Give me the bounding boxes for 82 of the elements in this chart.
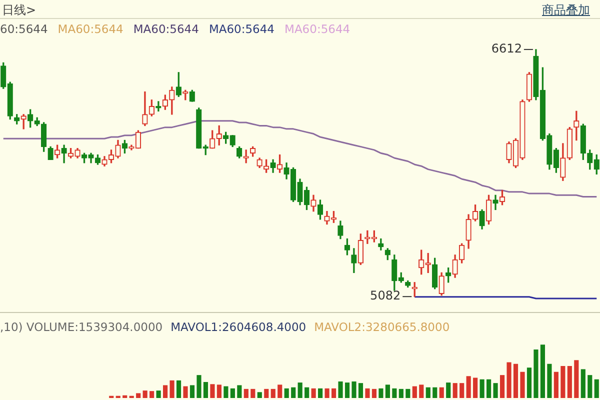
bar [385, 384, 390, 398]
bar [372, 388, 377, 398]
bar [196, 375, 202, 398]
bar [122, 395, 128, 398]
bar [480, 379, 484, 398]
bar [432, 387, 438, 398]
bar [419, 384, 424, 398]
bar [594, 379, 599, 398]
bar [560, 366, 566, 398]
text: ,10) VOLUME:1539304.0000 [0, 320, 163, 334]
bar [183, 386, 188, 398]
bar [264, 388, 269, 398]
bar [230, 388, 235, 398]
text: MAVOL2:3280665.8000 [314, 320, 450, 334]
bar [150, 391, 154, 398]
bar [304, 387, 310, 398]
bar [358, 383, 364, 398]
bar [406, 388, 410, 398]
bar [284, 388, 289, 398]
bar [513, 364, 518, 398]
bar [588, 375, 592, 398]
bar [142, 390, 148, 398]
text: 商品叠加 [542, 2, 590, 19]
bar [311, 388, 316, 398]
bar [547, 364, 552, 398]
bar [170, 380, 174, 398]
bar [426, 387, 430, 398]
text: 60:5644 [0, 22, 48, 36]
bar [244, 388, 248, 398]
bar [534, 349, 538, 398]
bar [318, 388, 323, 398]
bar [216, 384, 222, 398]
bar [257, 392, 262, 398]
bar [392, 388, 397, 398]
bar [439, 387, 444, 398]
bar [473, 378, 478, 398]
bar [270, 388, 276, 398]
bar [298, 382, 302, 398]
text: MA60:5644 [284, 22, 350, 36]
bar [224, 386, 228, 398]
bar [136, 393, 141, 398]
bar [331, 388, 336, 398]
bar [446, 382, 451, 398]
text: MAVOL1:2604608.4000 [170, 320, 306, 334]
bar [466, 376, 471, 398]
text: MA60:5644 [208, 22, 275, 36]
bar [500, 375, 505, 398]
bar [278, 384, 282, 398]
bar [176, 380, 182, 398]
bar [398, 388, 404, 398]
bar [486, 379, 492, 398]
bar [210, 384, 215, 398]
bar [506, 362, 512, 398]
bar [526, 368, 532, 398]
chart-title: 日线> [2, 2, 36, 19]
bar [291, 387, 296, 398]
bar [567, 366, 572, 398]
annotation: 6612 [491, 42, 522, 56]
bar [378, 388, 384, 398]
text: MA60:5644 [133, 22, 199, 36]
bar [580, 369, 586, 398]
bar [365, 388, 370, 398]
bar [574, 360, 579, 398]
bar [520, 372, 525, 398]
bar [338, 381, 343, 398]
bar [156, 390, 161, 398]
bar [460, 383, 464, 398]
bar [190, 385, 195, 398]
bar [412, 386, 417, 398]
bar [452, 383, 458, 398]
text: MA60:5644 [58, 22, 124, 36]
bar [203, 382, 208, 398]
bar [250, 388, 256, 398]
annotation: 5082 [370, 288, 401, 303]
bar [554, 372, 558, 398]
bar [324, 388, 330, 398]
bar [237, 385, 242, 398]
bar [493, 383, 498, 398]
bar [540, 344, 546, 398]
bar [352, 381, 356, 398]
bar [162, 385, 168, 398]
bar [344, 382, 350, 398]
